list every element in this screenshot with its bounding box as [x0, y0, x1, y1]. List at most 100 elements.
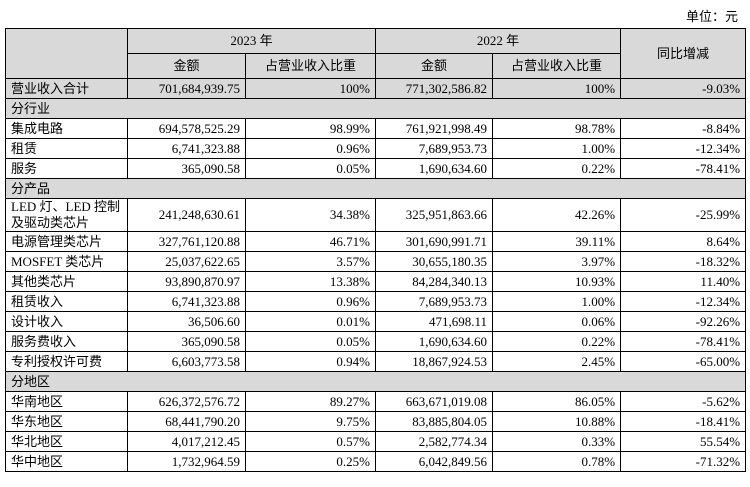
cell: 0.01% — [244, 311, 377, 332]
row-label: 华东地区 — [5, 411, 128, 432]
cell: 0.33% — [492, 431, 622, 452]
cell: -65.00% — [620, 351, 747, 372]
cell: 2,582,774.34 — [375, 431, 494, 452]
row-label: 分地区 — [4, 371, 747, 392]
data-row: 华东地区 68,441,790.20 9.75% 83,885,804.05 10.88… — [5, 411, 747, 432]
data-row: 服务费收入 365,090.58 0.05% 1,690,634.60 0.22% -78… — [5, 331, 747, 352]
cell: 471,698.11 — [375, 311, 494, 332]
cell: 365,090.58 — [127, 331, 246, 352]
cell: 626,372,576.72 — [127, 391, 246, 412]
cell: 1,690,634.60 — [375, 158, 494, 179]
cell: 701,684,939.75 — [127, 78, 246, 99]
cell: -12.34% — [620, 291, 747, 312]
cell: 42.26% — [492, 198, 622, 232]
cell: -12.34% — [620, 138, 747, 159]
cell: 10.88% — [492, 411, 622, 432]
row-label: 服务费收入 — [5, 331, 128, 352]
header-row: 金额 占营业收入比重 金额 占营业收入比重 — [6, 53, 746, 79]
row-label: MOSFET 类芯片 — [5, 251, 128, 272]
row-label: 华北地区 — [5, 431, 128, 452]
cell: 0.22% — [492, 158, 622, 179]
cell: 365,090.58 — [127, 158, 246, 179]
cell: 663,671,019.08 — [375, 391, 494, 412]
cell: 761,921,998.49 — [375, 118, 494, 139]
cell: 3.57% — [244, 251, 377, 272]
cell: 1,690,634.60 — [375, 331, 494, 352]
section-row: 分地区 — [4, 371, 747, 392]
cell: 100% — [492, 78, 622, 99]
cell: -25.99% — [620, 198, 747, 232]
cell: 1.00% — [492, 138, 622, 159]
cell: 4,017,212.45 — [127, 431, 246, 452]
cell: 55.54% — [620, 431, 747, 452]
section-row: 分行业 — [4, 98, 747, 119]
row-label: LED 灯、LED 控制 及驱动类芯片 — [5, 198, 128, 232]
row-label: 营业收入合计 — [5, 78, 128, 99]
cell: 83,885,804.05 — [375, 411, 494, 432]
cell: 46.71% — [244, 231, 377, 252]
cell: 84,284,340.13 — [375, 271, 494, 292]
cell: 0.06% — [492, 311, 622, 332]
data-row: 华中地区 1,732,964.59 0.25% 6,042,849.56 0.78% -7… — [5, 451, 747, 472]
data-row: LED 灯、LED 控制 及驱动类芯片 241,248,630.61 34.38% 3… — [5, 198, 747, 232]
cell: 9.75% — [244, 411, 377, 432]
cell: 93,890,870.97 — [127, 271, 246, 292]
cell: -78.41% — [620, 331, 747, 352]
cell: 2.45% — [492, 351, 622, 372]
data-row: 电源管理类芯片 327,761,120.88 46.71% 301,690,991.7… — [5, 231, 747, 252]
cell: 98.99% — [244, 118, 377, 139]
cell: 6,741,323.88 — [127, 291, 246, 312]
row-label: 分产品 — [4, 178, 747, 199]
cell: 25,037,622.65 — [127, 251, 246, 272]
cell: 3.97% — [492, 251, 622, 272]
cell: 39.11% — [492, 231, 622, 252]
cell: 0.96% — [244, 291, 377, 312]
data-row: 华南地区 626,372,576.72 89.27% 663,671,019.08 86… — [5, 391, 747, 412]
data-row: 集成电路 694,578,525.29 98.99% 761,921,998.49 98… — [5, 118, 747, 139]
cell: -78.41% — [620, 158, 747, 179]
cell: 694,578,525.29 — [127, 118, 246, 139]
cell: 6,741,323.88 — [127, 138, 246, 159]
header-cell: 2023 年 — [126, 28, 377, 54]
cell: -92.26% — [620, 311, 747, 332]
cell: 0.25% — [244, 451, 377, 472]
row-label: 电源管理类芯片 — [5, 231, 128, 252]
row-label: 租赁 — [5, 138, 128, 159]
cell: 0.05% — [244, 158, 377, 179]
cell: -18.41% — [620, 411, 747, 432]
header-cell: 占营业收入比重 — [244, 53, 377, 79]
section-row: 分产品 — [4, 178, 747, 199]
cell: 1.00% — [492, 291, 622, 312]
cell: 98.78% — [492, 118, 622, 139]
row-label: 服务 — [5, 158, 128, 179]
cell: 325,951,863.66 — [375, 198, 494, 232]
cell: 18,867,924.53 — [375, 351, 494, 372]
cell: 89.27% — [244, 391, 377, 412]
cell: 7,689,953.73 — [375, 291, 494, 312]
cell: 0.94% — [244, 351, 377, 372]
cell: 241,248,630.61 — [127, 198, 246, 232]
row-label: 设计收入 — [5, 311, 128, 332]
cell: 68,441,790.20 — [127, 411, 246, 432]
data-row: 营业收入合计 701,684,939.75 100% 771,302,586.82 10… — [5, 78, 747, 99]
data-row: 租赁收入 6,741,323.88 0.96% 7,689,953.73 1.00% -1… — [5, 291, 747, 312]
data-row: 华北地区 4,017,212.45 0.57% 2,582,774.34 0.33% 55… — [5, 431, 747, 452]
header-cell: 2022 年 — [375, 28, 622, 54]
unit-label: 单位：元 — [685, 9, 738, 24]
row-label: 专利授权许可费 — [5, 351, 128, 372]
cell: 7,689,953.73 — [375, 138, 494, 159]
cell: 327,761,120.88 — [127, 231, 246, 252]
cell: 30,655,180.35 — [375, 251, 494, 272]
cell: -8.84% — [620, 118, 747, 139]
row-label: 其他类芯片 — [5, 271, 128, 292]
cell: 771,302,586.82 — [375, 78, 494, 99]
header-cell: 金额 — [127, 53, 246, 79]
cell: 6,042,849.56 — [375, 451, 494, 472]
cell: 86.05% — [492, 391, 622, 412]
header-cell: 同比增减 — [620, 28, 747, 79]
row-label: 华中地区 — [5, 451, 128, 472]
data-row: 其他类芯片 93,890,870.97 13.38% 84,284,340.13 10.… — [5, 271, 747, 292]
cell: 0.22% — [492, 331, 622, 352]
data-row: 服务 365,090.58 0.05% 1,690,634.60 0.22% -78.41… — [5, 158, 747, 179]
